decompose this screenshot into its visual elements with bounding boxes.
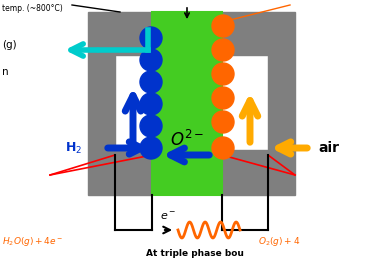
Bar xyxy=(222,12,268,55)
Circle shape xyxy=(140,27,162,49)
Text: temp. (~800°C): temp. (~800°C) xyxy=(2,4,63,13)
Text: H$_2$: H$_2$ xyxy=(65,140,82,156)
Bar xyxy=(115,12,152,55)
Bar xyxy=(88,12,115,195)
Text: $e^-$: $e^-$ xyxy=(160,211,176,222)
Text: At triple phase bou: At triple phase bou xyxy=(146,249,244,258)
Bar xyxy=(222,150,268,195)
Bar xyxy=(268,12,295,195)
Circle shape xyxy=(140,115,162,137)
Text: (g): (g) xyxy=(2,40,17,50)
Circle shape xyxy=(212,63,234,85)
Circle shape xyxy=(140,93,162,115)
Circle shape xyxy=(140,137,162,159)
Circle shape xyxy=(212,87,234,109)
Circle shape xyxy=(140,71,162,93)
Circle shape xyxy=(212,111,234,133)
Circle shape xyxy=(140,49,162,71)
Text: n: n xyxy=(2,67,9,77)
Circle shape xyxy=(212,39,234,61)
Text: $H_2O(g)+4e^-$: $H_2O(g)+4e^-$ xyxy=(2,236,64,249)
Text: $O_2(g)+4$: $O_2(g)+4$ xyxy=(258,236,300,249)
Circle shape xyxy=(212,15,234,37)
Bar xyxy=(152,12,222,195)
Circle shape xyxy=(212,137,234,159)
Text: $O^{2-}$: $O^{2-}$ xyxy=(170,130,204,150)
Bar xyxy=(115,150,152,195)
Text: air: air xyxy=(318,141,339,155)
